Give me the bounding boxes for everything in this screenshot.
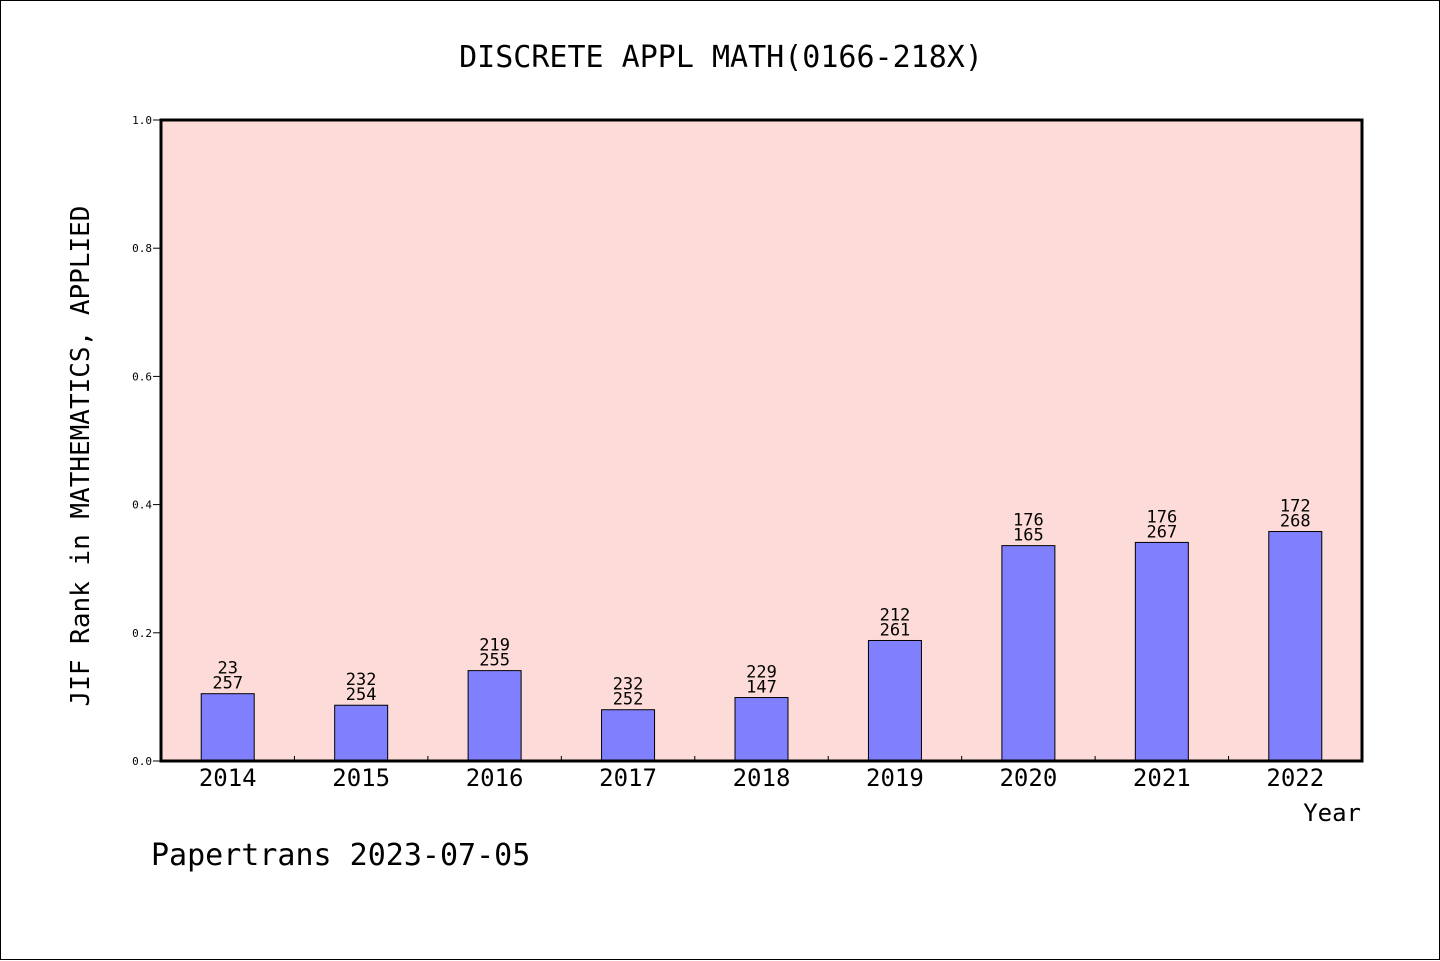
- x-tick-label: 2021: [1133, 764, 1191, 792]
- bar-label-rank: 172: [1280, 497, 1311, 517]
- bar-2022: [1268, 531, 1323, 762]
- bar-label-rank: 176: [1013, 511, 1044, 531]
- y-tick-label: 0.2: [132, 627, 152, 640]
- x-tick-label: 2019: [866, 764, 924, 792]
- bar-label-rank: 219: [479, 636, 510, 656]
- y-tick-label: 1.0: [132, 114, 152, 127]
- bar-label-rank: 232: [346, 670, 377, 690]
- bar-2016: [467, 670, 522, 762]
- bar-label-total: 255: [479, 651, 510, 671]
- bar-label-total: 147: [746, 678, 777, 698]
- bar-label-total: 165: [1013, 526, 1044, 546]
- bar-label-total: 257: [212, 674, 243, 694]
- bar-label-rank: 212: [880, 605, 911, 625]
- bar-2021: [1134, 541, 1189, 762]
- plot-border: [159, 118, 1364, 763]
- bar-2017: [601, 709, 656, 762]
- bar-label-total: 254: [346, 685, 377, 705]
- bar-2015: [334, 704, 389, 762]
- x-axis-label: Year: [1303, 799, 1361, 827]
- bar-label-rank: 232: [613, 675, 644, 695]
- bar-label-total: 267: [1146, 522, 1177, 542]
- bar-label-total: 268: [1280, 512, 1311, 532]
- y-tick-label: 0.0: [132, 755, 152, 768]
- x-tick-label: 2022: [1266, 764, 1324, 792]
- bar-label-total: 261: [880, 620, 911, 640]
- x-tick-label: 2016: [466, 764, 524, 792]
- y-tick-label: 0.8: [132, 242, 152, 255]
- bar-2020: [1001, 545, 1056, 762]
- bar-2018: [734, 697, 789, 762]
- bar-label-rank: 229: [746, 663, 777, 683]
- x-tick-label: 2018: [733, 764, 791, 792]
- category-labels-group: 2014 2015 2016 2017 2018 2019 2020 2021 2022: [199, 764, 1324, 792]
- y-tick-label: 0.6: [132, 370, 152, 383]
- y-axis-label: JIF Rank in MATHEMATICS, APPLIED: [66, 206, 96, 707]
- bar-2014: [200, 693, 255, 762]
- chart-title: DISCRETE APPL MATH(0166-218X): [459, 40, 983, 75]
- bar-label-rank: 23: [217, 659, 237, 679]
- y-axis-ticks: 0.0 0.2 0.4 0.6 0.8 1.0: [132, 114, 161, 768]
- x-tick-label: 2017: [599, 764, 657, 792]
- x-tick-label: 2015: [332, 764, 390, 792]
- bar-label-total: 252: [613, 690, 644, 710]
- footer-credit: Papertrans 2023-07-05: [151, 838, 530, 873]
- bars-group: [200, 531, 1323, 762]
- y-tick-label: 0.4: [132, 499, 152, 512]
- bar-label-rank: 176: [1146, 507, 1177, 527]
- x-tick-label: 2014: [199, 764, 257, 792]
- x-tick-label: 2020: [999, 764, 1057, 792]
- bar-2019: [867, 639, 922, 762]
